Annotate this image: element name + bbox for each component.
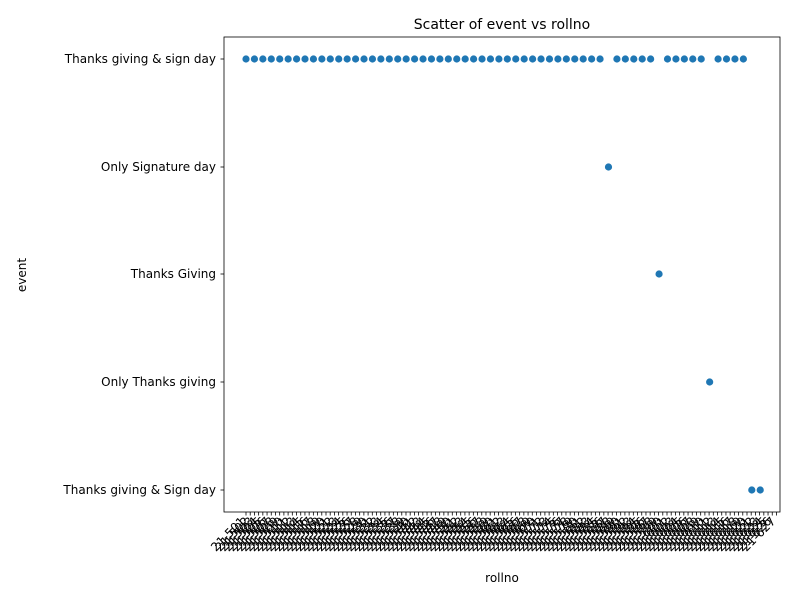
scatter-point <box>663 55 672 63</box>
scatter-point <box>250 55 259 63</box>
scatter-point <box>343 55 351 63</box>
scatter-point <box>520 55 528 63</box>
scatter-point <box>427 55 436 63</box>
scatter-point <box>360 55 368 63</box>
y-tick-label: Thanks giving & sign day <box>64 52 216 66</box>
scatter-point <box>731 55 739 63</box>
scatter-point <box>756 486 764 494</box>
scatter-point <box>335 55 343 63</box>
scatter-point <box>276 55 284 63</box>
scatter-point <box>596 55 604 63</box>
scatter-point <box>655 270 663 278</box>
scatter-point <box>680 55 688 63</box>
scatter-point <box>571 55 579 63</box>
scatter-point <box>326 55 334 63</box>
x-axis-title: rollno <box>485 571 519 585</box>
scatter-point <box>722 55 731 63</box>
scatter-point <box>470 55 478 63</box>
scatter-point <box>554 55 562 63</box>
scatter-point <box>613 55 621 63</box>
scatter-point <box>706 378 714 386</box>
scatter-point <box>259 55 267 63</box>
scatter-point <box>529 55 537 63</box>
scatter-point <box>647 55 655 63</box>
scatter-points <box>242 55 764 494</box>
y-tick-label: Thanks Giving <box>130 267 216 281</box>
scatter-point <box>512 55 520 63</box>
scatter-point <box>503 55 511 63</box>
scatter-point <box>537 55 545 63</box>
scatter-point <box>697 55 705 63</box>
scatter-point <box>411 55 419 63</box>
scatter-point <box>739 55 747 63</box>
scatter-point <box>444 55 452 63</box>
scatter-point <box>748 486 756 494</box>
scatter-point <box>604 163 613 171</box>
y-axis-title: event <box>15 258 29 292</box>
scatter-point <box>318 55 326 63</box>
scatter-point <box>714 55 722 63</box>
y-tick-label: Only Thanks giving <box>101 375 216 389</box>
scatter-point <box>351 55 360 63</box>
scatter-point <box>579 55 587 63</box>
scatter-point <box>562 55 570 63</box>
y-tick-label: Only Signature day <box>101 160 216 174</box>
y-axis-ticks: Thanks giving & sign day Only Signature d… <box>62 52 224 497</box>
scatter-point <box>267 55 275 63</box>
scatter-point <box>402 55 410 63</box>
scatter-point <box>284 55 292 63</box>
scatter-point <box>242 55 250 63</box>
scatter-point <box>588 55 596 63</box>
scatter-point <box>394 55 402 63</box>
scatter-point <box>495 55 503 63</box>
scatter-point <box>309 55 318 63</box>
scatter-point <box>672 55 680 63</box>
scatter-point <box>486 55 495 63</box>
plot-frame <box>223 36 781 513</box>
scatter-point <box>638 55 646 63</box>
scatter-point <box>478 55 486 63</box>
y-tick-label: Thanks giving & Sign day <box>62 483 216 497</box>
scatter-point <box>377 55 385 63</box>
scatter-point <box>385 55 393 63</box>
scatter-point <box>292 55 301 63</box>
scatter-point <box>689 55 697 63</box>
x-axis-ticks: 21-50121-50221-50321-50421-50521-50621-5… <box>208 512 779 554</box>
scatter-point <box>453 55 461 63</box>
scatter-point <box>436 55 444 63</box>
scatter-point <box>630 55 638 63</box>
chart-title: Scatter of event vs rollno <box>414 17 591 33</box>
scatter-point <box>461 55 469 63</box>
scatter-point <box>621 55 629 63</box>
scatter-point <box>368 55 377 63</box>
scatter-point <box>545 55 554 63</box>
scatter-point <box>419 55 427 63</box>
scatter-point <box>301 55 309 63</box>
